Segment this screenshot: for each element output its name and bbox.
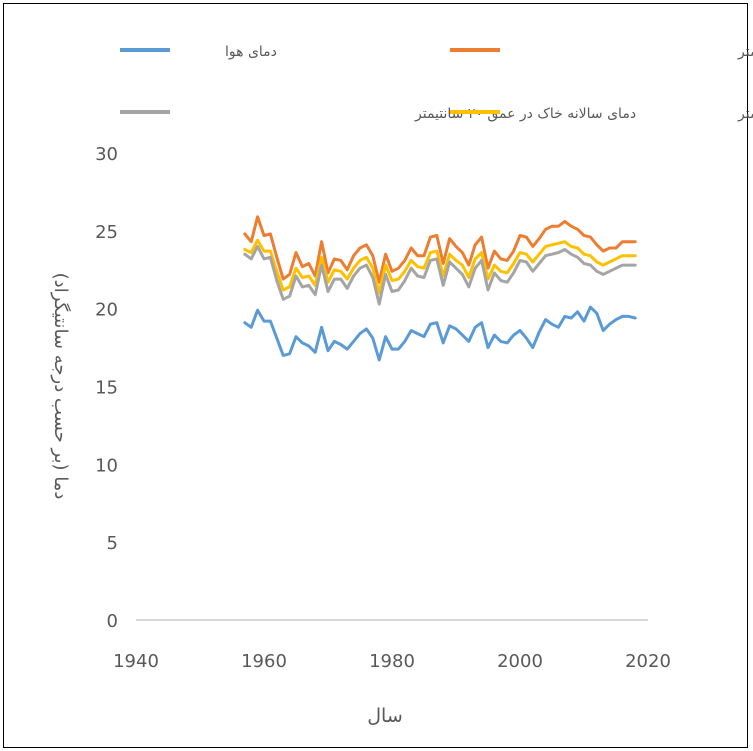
x-tick-label: 1960 (241, 651, 287, 672)
y-axis-ticks: 0 5 10 15 20 25 30 (95, 144, 118, 632)
series-line-1 (243, 215, 637, 284)
x-axis-label: سال (367, 705, 403, 727)
series-line-2 (243, 244, 637, 306)
series-line-3 (243, 238, 637, 295)
legend-label-2: دمای سالانه خاک در عمق ۲۰ سانتیمتر (414, 106, 636, 122)
chart-frame (3, 3, 748, 748)
x-tick-label: 1980 (369, 651, 415, 672)
x-tick-label: 2020 (625, 651, 671, 672)
x-axis-ticks: 1940 1960 1980 2000 2020 (113, 651, 671, 672)
legend-label-0: دمای هوا (225, 44, 277, 60)
y-axis-label: دما (بر حسب درجه سانتیگراد) (50, 273, 72, 500)
y-tick-label: 25 (95, 222, 118, 243)
series-lines (243, 215, 637, 362)
y-tick-label: 20 (95, 300, 118, 321)
legend-label-1: دمای سالانه خاک در عمق ۵ سانتیمتر (737, 44, 753, 60)
x-tick-label: 2000 (497, 651, 543, 672)
legend-label-3: دمای سالانه خاک در عمق ۵۰ سانتیمتر (737, 106, 753, 122)
y-tick-label: 30 (95, 144, 118, 165)
y-tick-label: 0 (107, 611, 118, 632)
y-tick-label: 5 (107, 533, 118, 554)
y-tick-label: 10 (95, 455, 118, 476)
legend: دمای هوا دمای سالانه خاک در عمق ۵ سانتیمت… (120, 44, 753, 122)
x-tick-label: 1940 (113, 651, 159, 672)
series-line-0 (243, 305, 637, 362)
y-tick-label: 15 (95, 378, 118, 399)
